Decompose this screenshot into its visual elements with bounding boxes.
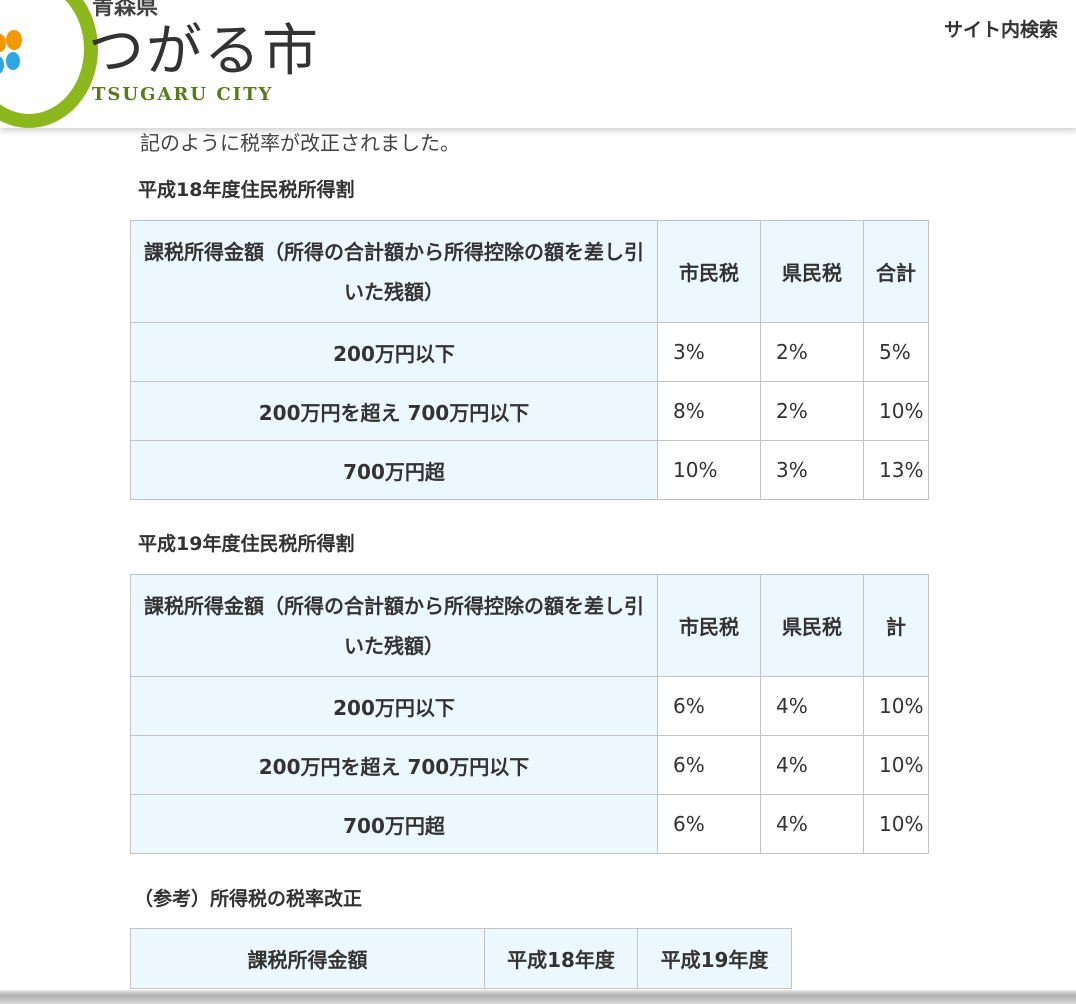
cell: 10% — [863, 735, 929, 795]
table-row: 200万円を超え 700万円以下 8% 2% 10% — [130, 381, 929, 441]
logo-dot — [0, 56, 4, 74]
row-header: 200万円以下 — [130, 322, 658, 382]
row-header: 700万円超 — [130, 440, 658, 500]
col-header: 平成19年度 — [637, 928, 792, 989]
cell: 2% — [760, 381, 864, 441]
row-header: 200万円以下 — [130, 676, 658, 736]
col-header: 県民税 — [760, 220, 864, 323]
logo-dot — [6, 52, 20, 70]
cell: 10% — [657, 440, 761, 500]
cell: 6% — [657, 794, 761, 854]
cell: 13% — [863, 440, 929, 500]
col-header: 平成18年度 — [484, 928, 638, 989]
row-header: 200万円を超え 700万円以下 — [130, 735, 658, 795]
cell: 4% — [760, 676, 864, 736]
window-bottom-edge — [0, 990, 1076, 1004]
table-row: 200万円以下 3% 2% 5% — [130, 322, 929, 382]
intro-text: 記のように税率が改正されました。 — [140, 131, 460, 155]
row-header: 200万円を超え 700万円以下 — [130, 381, 658, 441]
tax-table-h19: 課税所得金額（所得の合計額から所得控除の額を差し引いた残額） 市民税 県民税 計… — [130, 574, 929, 854]
cell: 10% — [863, 381, 929, 441]
col-header: 市民税 — [657, 220, 761, 323]
table-row: 700万円超 6% 4% 10% — [130, 794, 929, 854]
logo-prefecture: 青森県 — [92, 0, 159, 20]
col-header: 県民税 — [760, 574, 864, 677]
cell: 10% — [863, 676, 929, 736]
cell: 2% — [760, 322, 864, 382]
tax-table-h18: 課税所得金額（所得の合計額から所得控除の額を差し引いた残額） 市民税 県民税 合… — [130, 220, 929, 500]
income-tax-table: 課税所得金額 平成18年度 平成19年度 — [130, 928, 792, 989]
col-header: 計 — [863, 574, 929, 677]
cell: 6% — [657, 676, 761, 736]
site-header: 青森県 つがる市 TSUGARU CITY サイト内検索 — [0, 0, 1076, 128]
row-header: 700万円超 — [130, 794, 658, 854]
cell: 4% — [760, 794, 864, 854]
col-header: 課税所得金額 — [130, 928, 485, 989]
col-header: 合計 — [863, 220, 929, 323]
table3-title: （参考）所得税の税率改正 — [134, 888, 363, 910]
cell: 8% — [657, 381, 761, 441]
cell: 6% — [657, 735, 761, 795]
table-row: 200万円以下 6% 4% 10% — [130, 676, 929, 736]
cell: 4% — [760, 735, 864, 795]
logo-dot — [0, 34, 6, 52]
table1-title: 平成18年度住民税所得割 — [138, 179, 355, 201]
cell: 3% — [657, 322, 761, 382]
table-row: 700万円超 10% 3% 13% — [130, 440, 929, 500]
col-header: 市民税 — [657, 574, 761, 677]
logo-dot — [6, 30, 22, 50]
table2-title: 平成19年度住民税所得割 — [138, 533, 355, 555]
logo-city-name: つがる市 — [88, 19, 320, 84]
table-row: 200万円を超え 700万円以下 6% 4% 10% — [130, 735, 929, 795]
logo-city-en: TSUGARU CITY — [92, 84, 274, 105]
col-header: 課税所得金額（所得の合計額から所得控除の額を差し引いた残額） — [130, 574, 658, 677]
cell: 10% — [863, 794, 929, 854]
cell: 3% — [760, 440, 864, 500]
cell: 5% — [863, 322, 929, 382]
col-header: 課税所得金額（所得の合計額から所得控除の額を差し引いた残額） — [130, 220, 658, 323]
site-search-label[interactable]: サイト内検索 — [944, 19, 1059, 41]
